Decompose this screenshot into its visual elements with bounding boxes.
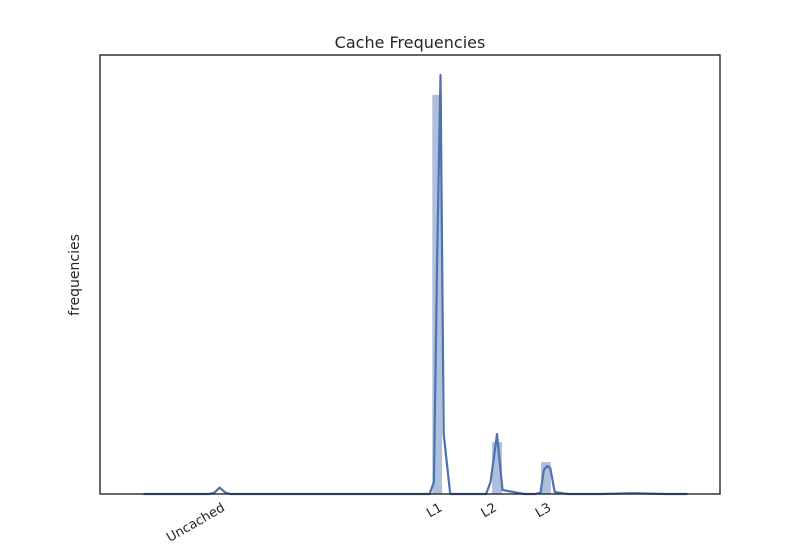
chart-title: Cache Frequencies: [335, 33, 486, 52]
y-axis-label: frequencies: [67, 234, 83, 316]
